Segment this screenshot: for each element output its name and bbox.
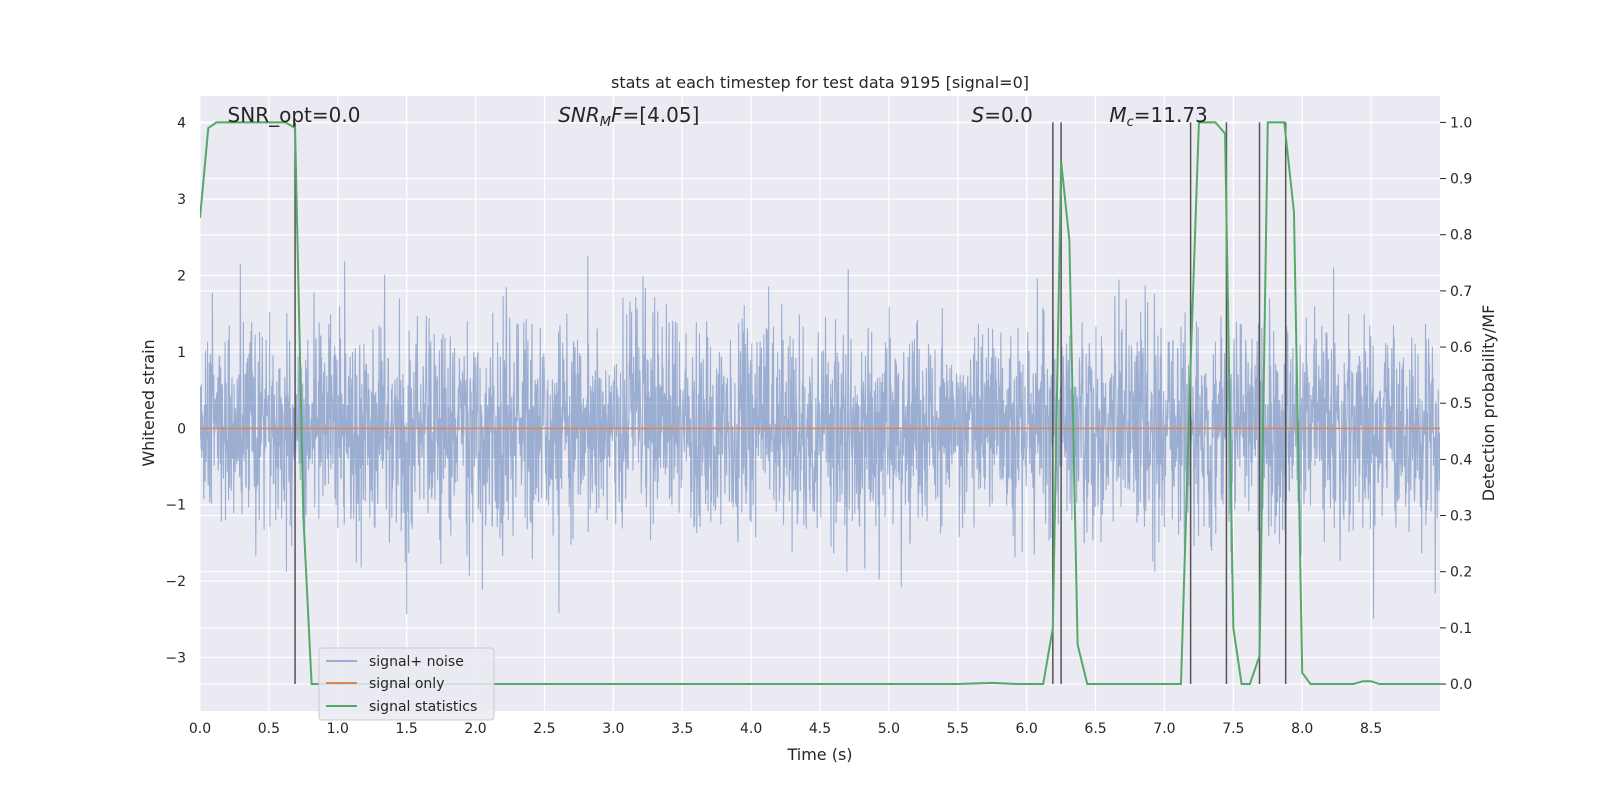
x-tick-label: 1.5 [396,721,418,737]
y-axis-ticks: −3 −2 −1 0 1 2 3 4 [165,116,186,667]
y-tick-label: −2 [165,574,186,590]
legend: signal+ noise signal only signal statist… [318,647,495,721]
x-axis-title: Time (s) [786,745,852,764]
y2-tick-label: 0.6 [1450,340,1472,356]
y-tick-label: 1 [177,345,186,361]
annotation-text: S=0.0 [972,103,1033,127]
x-tick-label: 3.5 [671,721,693,737]
y-tick-label: 3 [177,192,186,208]
x-tick-label: 7.5 [1222,721,1244,737]
x-tick-label: 4.5 [809,721,831,737]
x-tick-label: 7.0 [1153,721,1175,737]
x-tick-label: 6.0 [1016,721,1038,737]
y-tick-label: 4 [177,116,186,132]
x-axis-ticks: 0.0 0.5 1.0 1.5 2.0 2.5 3.0 3.5 4.0 4.5 5.0 5.5 6.0 6… [189,721,1382,737]
y2-tick-label: 0.7 [1450,284,1472,300]
y-tick-label: 0 [177,421,186,437]
x-tick-label: 2.5 [533,721,555,737]
x-tick-label: 6.5 [1084,721,1106,737]
legend-label-signal-noise: signal+ noise [369,654,464,670]
x-tick-label: 8.0 [1291,721,1313,737]
x-tick-label: 0.5 [258,721,280,737]
y-axis-title: Whitened strain [139,339,158,466]
signal-noise-series [200,255,1440,619]
x-tick-label: 1.0 [327,721,349,737]
y2-axis-title: Detection probability/MF [1479,305,1498,502]
y2-tick-label: 0.5 [1450,396,1472,412]
y2-tick-label: 0.4 [1450,452,1472,468]
signal-statistics-series [200,121,1440,686]
y2-tick-label: 0.0 [1450,677,1472,693]
y2-axis-ticks: 0.0 0.1 0.2 0.3 0.4 0.5 0.6 0.7 0.8 0.9 1.0 [1440,115,1472,693]
y2-tick-label: 0.8 [1450,228,1472,244]
signal-noise-line [200,255,1440,619]
y-tick-label: −3 [165,651,186,667]
x-tick-label: 4.0 [740,721,762,737]
y2-tick-label: 0.9 [1450,172,1472,188]
annotation-text: SNRMF=[4.05] [558,103,699,130]
y2-tick-label: 0.3 [1450,509,1472,525]
x-tick-label: 3.0 [602,721,624,737]
legend-box [318,647,495,721]
chart-title: stats at each timestep for test data 919… [611,73,1029,92]
x-tick-label: 5.0 [878,721,900,737]
annotation-text: SNR_opt=0.0 [228,103,361,127]
signal-statistics-line [200,121,1440,686]
y2-tick-label: 0.2 [1450,565,1472,581]
y-tick-label: 2 [177,269,186,285]
x-tick-label: 8.5 [1360,721,1382,737]
annotation-text: Mc=11.73 [1109,103,1207,130]
x-tick-label: 0.0 [189,721,211,737]
annotations: SNR_opt=0.0 SNRMF=[4.05] S=0.0 Mc=11.73 [228,103,1208,130]
legend-label-signal-only: signal only [369,676,444,692]
x-tick-label: 2.0 [464,721,486,737]
y-tick-label: −1 [165,498,186,514]
legend-label-signal-statistics: signal statistics [369,699,477,715]
x-tick-label: 5.5 [947,721,969,737]
y2-tick-label: 0.1 [1450,621,1472,637]
y2-tick-label: 1.0 [1450,115,1472,131]
